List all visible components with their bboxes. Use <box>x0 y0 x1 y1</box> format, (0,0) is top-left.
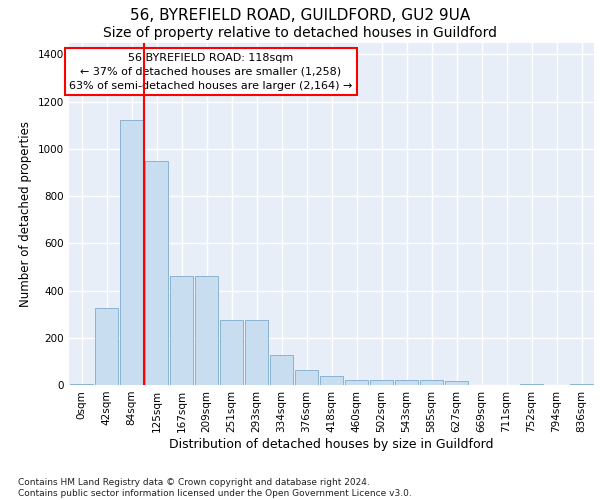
Bar <box>420 380 443 385</box>
Text: Size of property relative to detached houses in Guildford: Size of property relative to detached ho… <box>103 26 497 40</box>
Text: 56 BYREFIELD ROAD: 118sqm
← 37% of detached houses are smaller (1,258)
63% of se: 56 BYREFIELD ROAD: 118sqm ← 37% of detac… <box>69 53 352 91</box>
Bar <box>345 380 368 385</box>
Bar <box>270 356 293 385</box>
Bar <box>320 376 343 385</box>
Bar <box>370 380 393 385</box>
Bar <box>245 320 268 385</box>
Bar <box>70 384 93 385</box>
Bar <box>295 370 318 385</box>
Bar <box>520 384 543 385</box>
Bar <box>95 308 118 385</box>
Y-axis label: Number of detached properties: Number of detached properties <box>19 120 32 306</box>
Bar <box>145 160 168 385</box>
Bar <box>445 382 468 385</box>
Bar <box>220 320 243 385</box>
Bar <box>195 276 218 385</box>
Text: Contains HM Land Registry data © Crown copyright and database right 2024.
Contai: Contains HM Land Registry data © Crown c… <box>18 478 412 498</box>
Bar <box>170 276 193 385</box>
Bar <box>120 120 143 385</box>
Bar <box>395 380 418 385</box>
X-axis label: Distribution of detached houses by size in Guildford: Distribution of detached houses by size … <box>169 438 494 450</box>
Text: 56, BYREFIELD ROAD, GUILDFORD, GU2 9UA: 56, BYREFIELD ROAD, GUILDFORD, GU2 9UA <box>130 8 470 22</box>
Bar <box>570 384 593 385</box>
